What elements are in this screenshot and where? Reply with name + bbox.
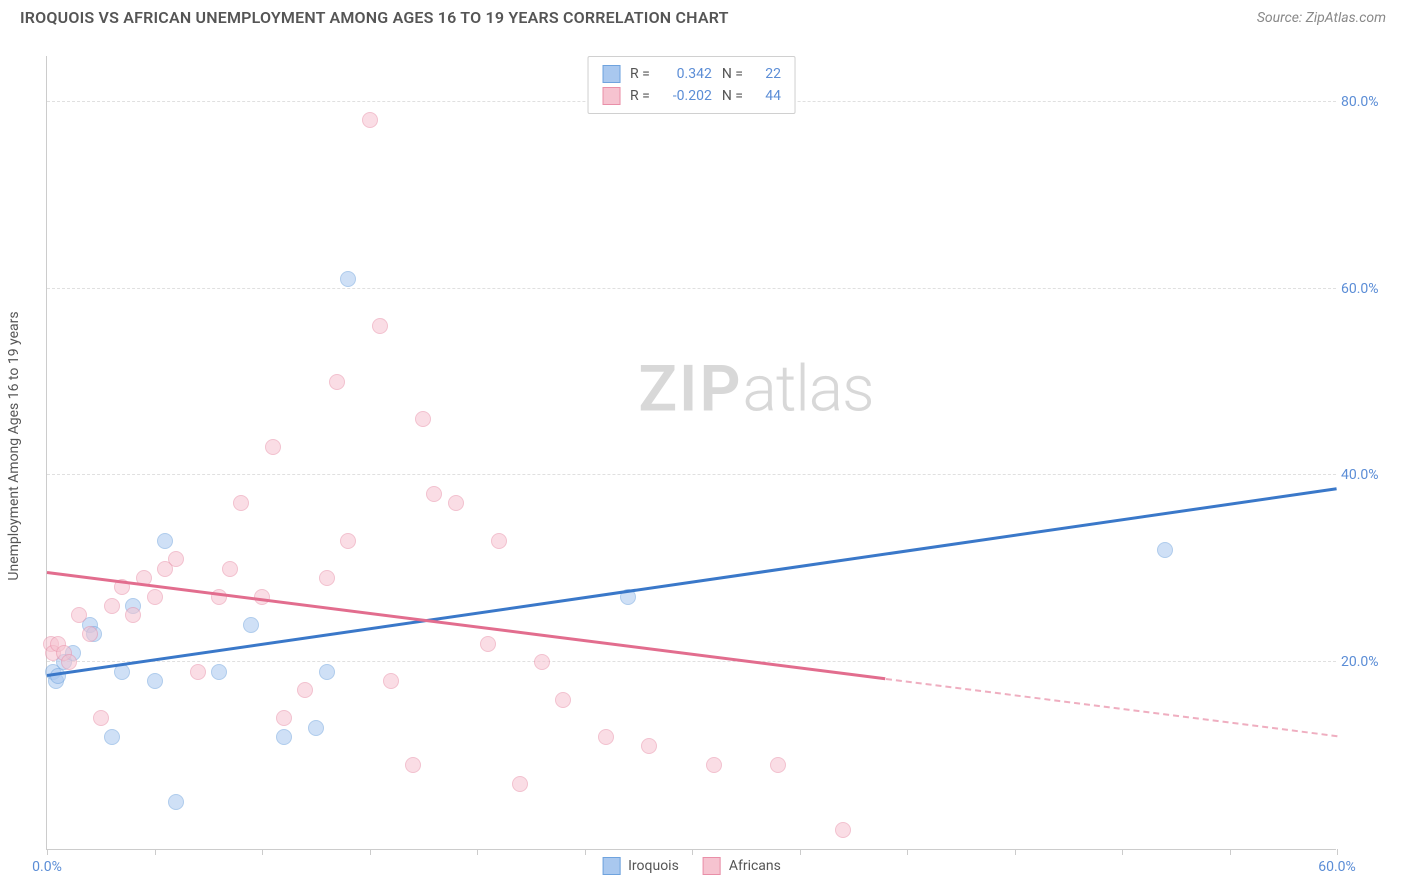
scatter-point (555, 692, 571, 708)
x-tick (692, 849, 693, 855)
series-legend: Iroquois Africans (602, 857, 781, 875)
x-tick (370, 849, 371, 855)
legend-r-value: 0.342 (660, 63, 712, 85)
scatter-point (340, 271, 356, 287)
x-tick (1015, 849, 1016, 855)
scatter-point (168, 551, 184, 567)
series-legend-item: Africans (703, 857, 781, 875)
series-legend-label: Africans (729, 858, 781, 874)
x-tick (155, 849, 156, 855)
x-tick (800, 849, 801, 855)
scatter-point (706, 757, 722, 773)
scatter-point (276, 710, 292, 726)
x-tick (1337, 849, 1338, 855)
x-tick (262, 849, 263, 855)
scatter-point (426, 486, 442, 502)
legend-swatch (602, 65, 620, 83)
scatter-point (319, 570, 335, 586)
legend-n-label: N = (722, 85, 743, 107)
scatter-point (308, 720, 324, 736)
source-attribution: Source: ZipAtlas.com (1257, 10, 1386, 26)
legend-swatch (602, 87, 620, 105)
x-tick (907, 849, 908, 855)
legend-n-value: 44 (753, 85, 781, 107)
legend-r-label: R = (630, 63, 650, 85)
x-tick (585, 849, 586, 855)
series-legend-item: Iroquois (602, 857, 679, 875)
scatter-point (147, 589, 163, 605)
legend-r-label: R = (630, 85, 650, 107)
scatter-point (82, 626, 98, 642)
scatter-point (211, 664, 227, 680)
series-legend-label: Iroquois (628, 858, 679, 874)
legend-row: R = -0.202 N = 44 (602, 85, 781, 107)
scatter-point (329, 374, 345, 390)
legend-swatch (602, 857, 620, 875)
scatter-point (534, 654, 550, 670)
legend-swatch (703, 857, 721, 875)
trend-line (47, 571, 886, 680)
scatter-point (835, 822, 851, 838)
scatter-point (233, 495, 249, 511)
scatter-point (383, 673, 399, 689)
gridline (47, 661, 1336, 662)
scatter-point (190, 664, 206, 680)
scatter-point (405, 757, 421, 773)
scatter-point (104, 729, 120, 745)
gridline (47, 288, 1336, 289)
scatter-point (125, 607, 141, 623)
x-tick (47, 849, 48, 855)
scatter-point (448, 495, 464, 511)
scatter-point (641, 738, 657, 754)
correlation-chart: ZIPatlas 20.0%40.0%60.0%80.0%0.0%60.0% R… (46, 56, 1336, 850)
legend-n-value: 22 (753, 63, 781, 85)
y-tick-label: 80.0% (1341, 94, 1396, 110)
scatter-point (104, 598, 120, 614)
scatter-point (340, 533, 356, 549)
scatter-point (168, 794, 184, 810)
scatter-point (1157, 542, 1173, 558)
x-tick-label: 60.0% (1318, 859, 1356, 875)
scatter-point (71, 607, 87, 623)
scatter-point (93, 710, 109, 726)
gridline (47, 474, 1336, 475)
scatter-point (372, 318, 388, 334)
legend-n-label: N = (722, 63, 743, 85)
chart-title: IROQUOIS VS AFRICAN UNEMPLOYMENT AMONG A… (20, 8, 729, 27)
correlation-legend: R = 0.342 N = 22 R = -0.202 N = 44 (587, 56, 796, 114)
scatter-point (276, 729, 292, 745)
legend-r-value: -0.202 (660, 85, 712, 107)
x-tick (477, 849, 478, 855)
scatter-point (61, 654, 77, 670)
plot-area: 20.0%40.0%60.0%80.0%0.0%60.0% (47, 56, 1336, 849)
scatter-point (491, 533, 507, 549)
y-tick-label: 60.0% (1341, 281, 1396, 297)
y-axis-label: Unemployment Among Ages 16 to 19 years (6, 311, 22, 580)
legend-row: R = 0.342 N = 22 (602, 63, 781, 85)
y-tick-label: 40.0% (1341, 467, 1396, 483)
scatter-point (222, 561, 238, 577)
scatter-point (415, 411, 431, 427)
scatter-point (265, 439, 281, 455)
trend-line (47, 487, 1337, 676)
scatter-point (598, 729, 614, 745)
scatter-point (297, 682, 313, 698)
x-tick-label: 0.0% (32, 859, 62, 875)
y-tick-label: 20.0% (1341, 654, 1396, 670)
scatter-point (512, 776, 528, 792)
x-tick (1122, 849, 1123, 855)
scatter-point (147, 673, 163, 689)
scatter-point (157, 533, 173, 549)
scatter-point (319, 664, 335, 680)
scatter-point (770, 757, 786, 773)
x-tick (1230, 849, 1231, 855)
scatter-point (243, 617, 259, 633)
scatter-point (362, 112, 378, 128)
trend-line (885, 678, 1337, 737)
scatter-point (480, 636, 496, 652)
